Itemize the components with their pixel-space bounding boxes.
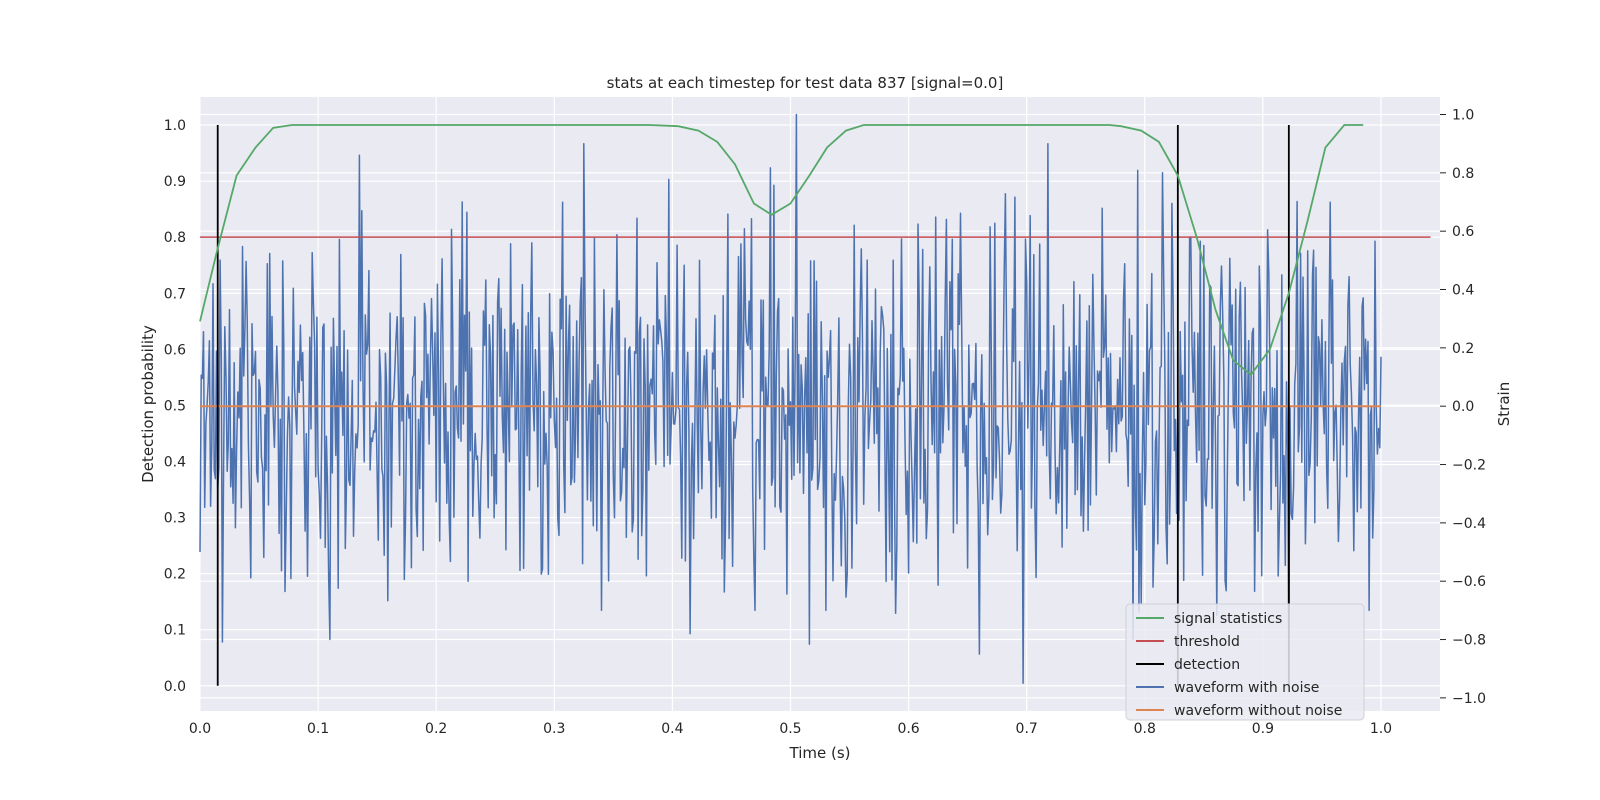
x-tick-label: 0.6 — [897, 721, 919, 737]
y-tick-label-right: 1.0 — [1452, 108, 1474, 124]
signal-statistics-line — [199, 124, 1364, 376]
x-tick-label: 0.8 — [1134, 721, 1156, 737]
y-tick-label-left: 0.0 — [164, 679, 186, 695]
y-tick-label-right: −0.8 — [1452, 633, 1486, 649]
y-tick-label-left: 0.3 — [164, 511, 186, 527]
y-axis-label-right: Strain — [1495, 382, 1513, 426]
y-tick-label-left: 0.6 — [164, 342, 186, 358]
y-tick-label-left: 0.7 — [164, 286, 186, 302]
chart-title: stats at each timestep for test data 837… — [607, 74, 1004, 92]
x-tick-label: 0.7 — [1016, 721, 1038, 737]
x-tick-label: 0.3 — [543, 721, 565, 737]
x-axis-label: Time (s) — [789, 744, 851, 762]
legend-label: waveform with noise — [1174, 680, 1319, 696]
x-tick-label: 0.2 — [425, 721, 447, 737]
x-tick-label: 0.5 — [779, 721, 801, 737]
y-tick-label-left: 0.4 — [164, 454, 186, 470]
y-tick-label-right: −0.4 — [1452, 516, 1486, 532]
x-tick-label: 0.0 — [189, 721, 211, 737]
chart-marks — [199, 113, 1431, 686]
axes: 0.0 0.1 0.2 0.3 0.4 0.5 0.6 0.7 0.8 0.9 1.0 0.0 0.1 0… — [164, 108, 1486, 737]
y-tick-label-left: 0.1 — [164, 623, 186, 639]
y-axis-label-left: Detection probability — [139, 325, 157, 483]
y-tick-label-right: −1.0 — [1452, 691, 1486, 707]
y-tick-label-right: 0.2 — [1452, 341, 1474, 357]
y-tick-label-right: −0.6 — [1452, 574, 1486, 590]
legend-label: detection — [1174, 657, 1240, 673]
y-tick-label-left: 0.2 — [164, 567, 186, 583]
y-tick-label-left: 1.0 — [164, 118, 186, 134]
x-tick-label: 1.0 — [1370, 721, 1392, 737]
legend: signal statistics threshold detection wavef… — [1125, 603, 1365, 721]
x-tick-label: 0.4 — [661, 721, 683, 737]
legend-box — [1125, 603, 1365, 721]
x-tick-label: 0.9 — [1252, 721, 1274, 737]
y-tick-label-right: −0.2 — [1452, 458, 1486, 474]
legend-label: signal statistics — [1174, 611, 1282, 627]
y-tick-label-left: 0.5 — [164, 398, 186, 414]
y-tick-label-right: 0.8 — [1452, 166, 1474, 182]
waveform-with-noise-line — [199, 113, 1382, 685]
x-tick-label: 0.1 — [307, 721, 329, 737]
legend-label: waveform without noise — [1174, 703, 1342, 719]
y-tick-label-right: 0.0 — [1452, 399, 1474, 415]
y-tick-label-left: 0.8 — [164, 230, 186, 246]
y-tick-label-right: 0.6 — [1452, 224, 1474, 240]
y-tick-label-left: 0.9 — [164, 174, 186, 190]
y-tick-label-right: 0.4 — [1452, 283, 1474, 299]
legend-label: threshold — [1174, 634, 1240, 650]
